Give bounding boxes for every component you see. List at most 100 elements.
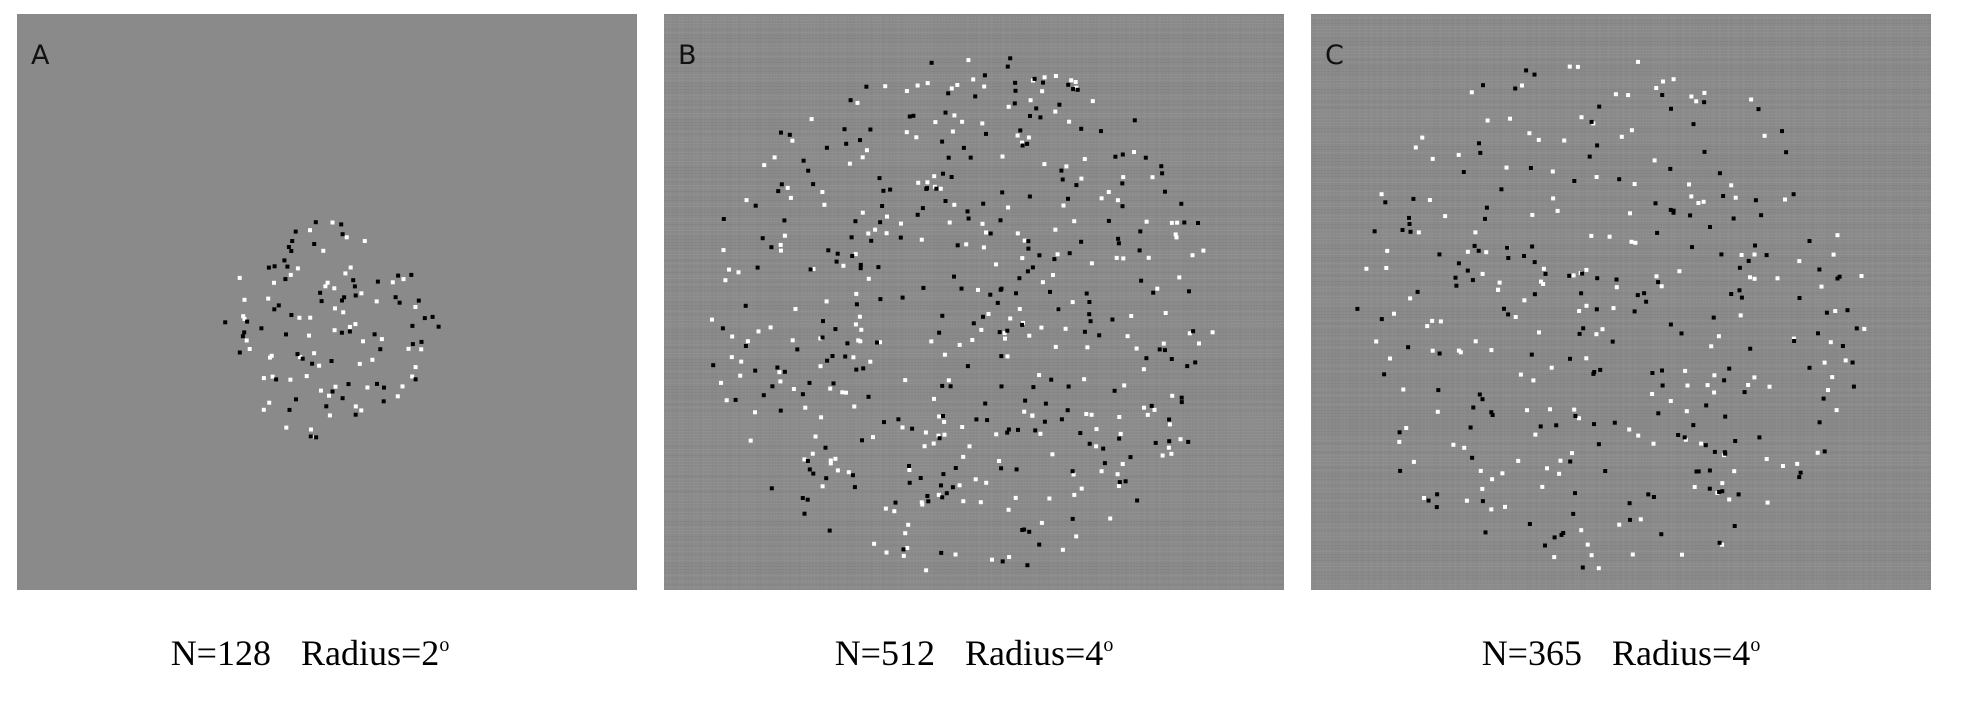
- noise-col: [1503, 14, 1504, 590]
- noise-col: [1485, 14, 1486, 590]
- white-dot: [1473, 230, 1478, 235]
- noise-col: [1395, 14, 1396, 590]
- white-dot: [268, 355, 272, 360]
- black-dot: [375, 381, 379, 386]
- noise-col: [1401, 14, 1402, 590]
- white-dot: [284, 425, 289, 430]
- noise-row: [1311, 230, 1931, 231]
- noise-row: [1311, 374, 1931, 375]
- black-dot: [1008, 56, 1013, 61]
- noise-row: [1311, 326, 1931, 327]
- black-dot: [422, 316, 427, 321]
- noise-col: [1434, 14, 1435, 590]
- white-dot: [1053, 74, 1058, 78]
- noise-col: [1782, 14, 1783, 590]
- noise-col: [949, 14, 950, 590]
- white-dot: [1689, 194, 1694, 199]
- panel-label-a: A: [31, 40, 50, 71]
- white-dot: [1121, 175, 1126, 180]
- white-dot: [1106, 190, 1111, 194]
- panel-label-b: B: [678, 40, 697, 71]
- white-dot: [1651, 441, 1656, 446]
- noise-col: [1054, 14, 1055, 590]
- noise-row: [664, 224, 1284, 225]
- noise-row: [664, 365, 1284, 366]
- black-dot: [1383, 200, 1388, 205]
- black-dot: [295, 352, 300, 357]
- noise-col: [1359, 14, 1360, 590]
- black-dot: [1027, 194, 1032, 199]
- noise-row: [1311, 581, 1931, 582]
- noise-col: [880, 14, 881, 590]
- white-dot: [1074, 85, 1079, 90]
- white-dot: [1125, 334, 1130, 339]
- black-dot: [1717, 540, 1722, 545]
- black-dot: [807, 467, 812, 472]
- black-dot: [999, 384, 1004, 389]
- noise-row: [1311, 557, 1931, 558]
- black-dot: [1049, 377, 1054, 382]
- black-dot: [835, 251, 840, 256]
- noise-col: [670, 14, 671, 590]
- noise-col: [1105, 14, 1106, 590]
- white-dot: [788, 195, 793, 200]
- noise-row: [664, 470, 1284, 471]
- noise-row: [1311, 353, 1931, 354]
- white-dot: [333, 306, 337, 311]
- noise-col: [1168, 14, 1169, 590]
- noise-col: [1917, 14, 1918, 590]
- white-dot: [1733, 195, 1738, 200]
- noise-row: [664, 305, 1284, 306]
- noise-row: [664, 68, 1284, 69]
- noise-row: [1311, 464, 1931, 465]
- noise-row: [1311, 182, 1931, 183]
- caption-b-n: N=512: [834, 633, 935, 673]
- black-dot: [1026, 239, 1031, 244]
- white-dot: [1629, 239, 1634, 244]
- white-dot: [710, 317, 714, 322]
- white-dot: [828, 461, 833, 466]
- noise-col: [1177, 14, 1178, 590]
- black-dot: [1193, 360, 1198, 365]
- noise-col: [868, 14, 869, 590]
- noise-row: [1311, 77, 1931, 78]
- black-dot: [1477, 141, 1481, 146]
- noise-row: [664, 47, 1284, 48]
- noise-col: [1887, 14, 1888, 590]
- white-dot: [971, 77, 976, 82]
- noise-row: [664, 467, 1284, 468]
- black-dot: [1696, 469, 1701, 474]
- white-dot: [1040, 89, 1045, 94]
- white-dot: [1600, 327, 1605, 332]
- noise-row: [1311, 485, 1931, 486]
- noise-row: [664, 287, 1284, 288]
- caption-a: N=128 Radius=2o: [0, 632, 620, 674]
- noise-col: [1632, 14, 1633, 590]
- noise-col: [1153, 14, 1154, 590]
- black-dot: [1088, 319, 1093, 324]
- noise-col: [892, 14, 893, 590]
- black-dot: [287, 407, 292, 412]
- black-dot: [802, 511, 807, 516]
- noise-row: [664, 278, 1284, 279]
- black-dot: [1079, 239, 1084, 244]
- noise-row: [664, 74, 1284, 75]
- white-dot: [1617, 522, 1622, 527]
- black-dot: [1598, 367, 1603, 372]
- noise-col: [877, 14, 878, 590]
- white-dot: [1050, 452, 1055, 457]
- black-dot: [1651, 495, 1656, 499]
- white-dot: [1611, 306, 1616, 311]
- noise-row: [1311, 407, 1931, 408]
- white-dot: [1484, 250, 1489, 255]
- white-dot: [1589, 233, 1594, 238]
- dot-field-a: [223, 220, 441, 440]
- noise-col: [1317, 14, 1318, 590]
- noise-row: [664, 197, 1284, 198]
- white-dot: [1144, 219, 1149, 224]
- white-dot: [1577, 309, 1582, 313]
- white-dot: [1500, 471, 1505, 476]
- white-dot: [1385, 248, 1390, 253]
- noise-row: [1311, 23, 1931, 24]
- white-dot: [819, 415, 824, 420]
